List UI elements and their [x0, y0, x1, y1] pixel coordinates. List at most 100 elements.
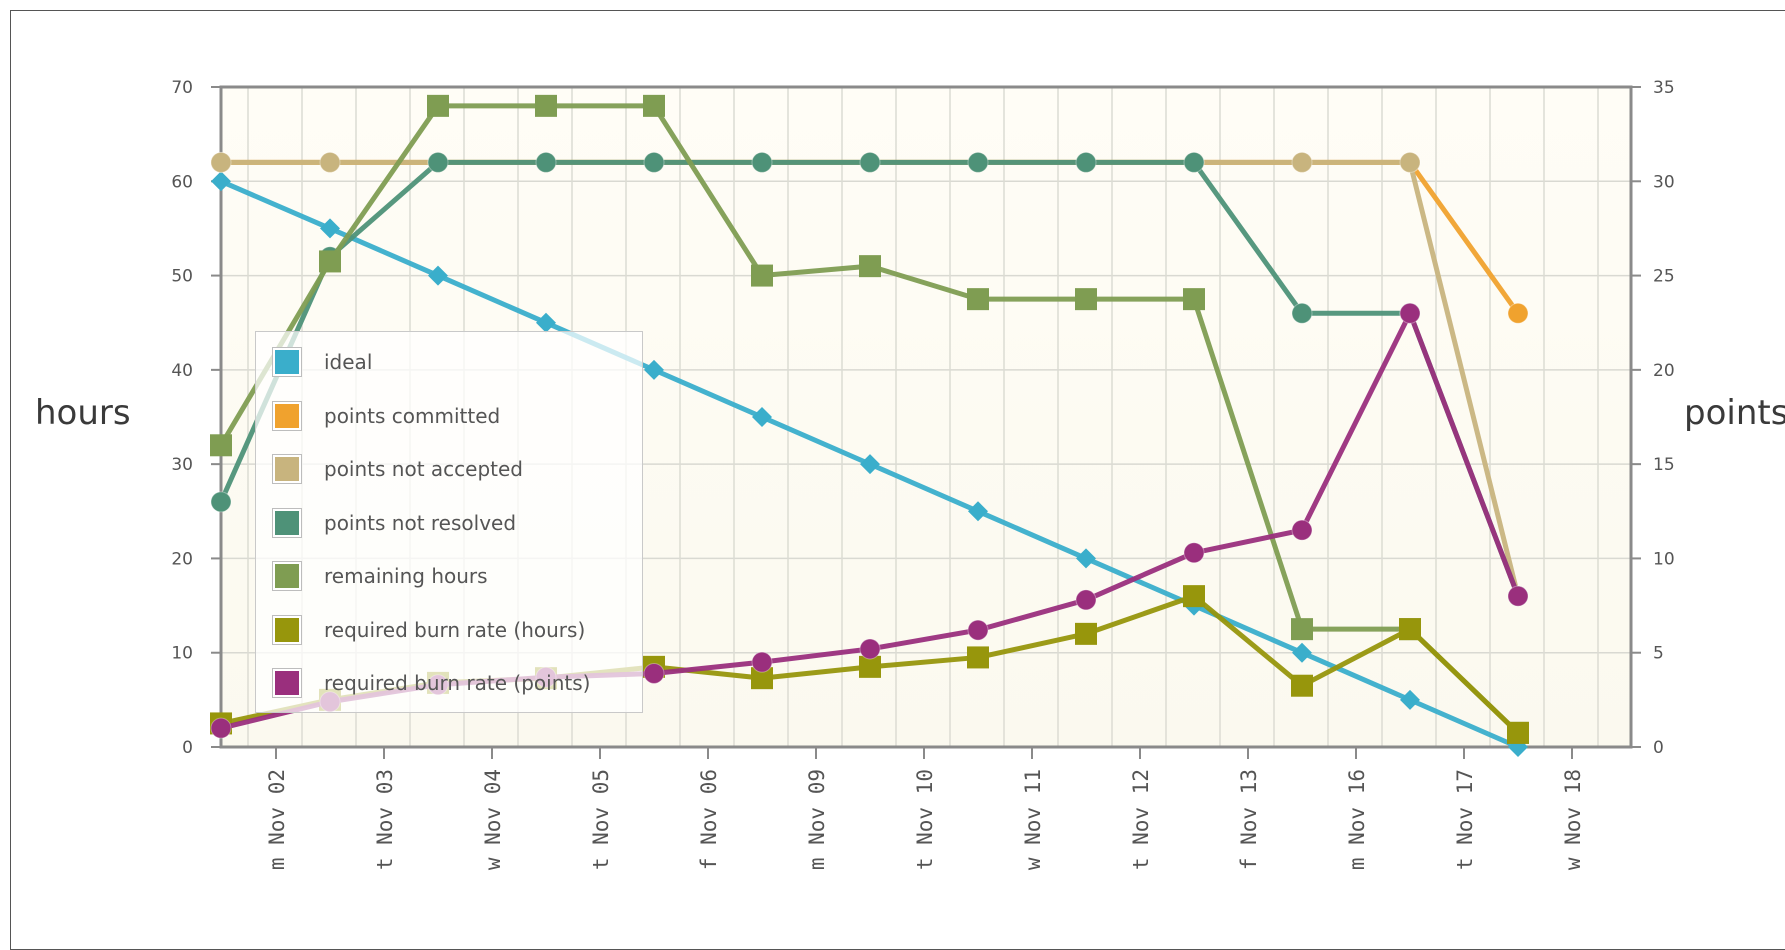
- legend-item: points committed: [272, 398, 500, 434]
- data-point: [967, 619, 989, 641]
- data-point: [1507, 585, 1529, 607]
- data-point: [210, 434, 232, 457]
- data-point: [1075, 622, 1097, 645]
- x-tick-label: f Nov 06: [697, 769, 721, 870]
- x-tick-label: t Nov 10: [913, 769, 937, 870]
- legend-swatch: [272, 668, 302, 698]
- data-point: [1507, 302, 1529, 324]
- data-point: [644, 359, 664, 380]
- legend-label: remaining hours: [324, 564, 488, 588]
- data-point: [751, 151, 773, 173]
- legend-label: required burn rate (hours): [324, 617, 586, 642]
- data-point: [751, 264, 773, 287]
- x-axis-ticks: m Nov 02 t Nov 03 w Nov 04 t Nov 05 f Nov 06…: [265, 769, 1585, 870]
- data-point: [211, 171, 231, 192]
- legend-item: required burn rate (hours): [272, 612, 585, 648]
- data-point: [1399, 151, 1421, 173]
- data-point: [751, 651, 773, 673]
- data-point: [535, 94, 557, 117]
- data-point: [1076, 548, 1096, 569]
- legend-label: required burn rate (points): [324, 671, 591, 695]
- legend-item: points not accepted: [272, 451, 523, 487]
- data-point: [643, 662, 665, 684]
- legend-swatch: [272, 561, 302, 591]
- data-point: [1507, 721, 1529, 744]
- y-right-tick-label: 10: [1653, 549, 1675, 569]
- y-right-tick-label: 30: [1653, 172, 1675, 192]
- data-point: [1291, 151, 1313, 173]
- data-point: [1291, 618, 1313, 641]
- y-left-tick-label: 10: [171, 644, 193, 664]
- data-point: [860, 454, 880, 475]
- data-point: [536, 312, 556, 333]
- legend-swatch: [272, 614, 302, 645]
- data-point: [210, 717, 232, 739]
- y-right-tick-label: 15: [1653, 455, 1675, 475]
- chart-frame: 0 10 20 30 40 50 60 70 0 5 10 15 20 25 30 35 m Nov 02 t…: [10, 10, 1785, 950]
- x-tick-label: f Nov 13: [1237, 769, 1261, 870]
- y-right-tick-label: 5: [1653, 644, 1664, 664]
- legend-swatch: [272, 400, 302, 431]
- legend-label: ideal: [324, 350, 373, 374]
- data-point: [1399, 618, 1421, 641]
- legend-item: remaining hours: [272, 558, 488, 594]
- legend-swatch: [272, 507, 302, 538]
- data-point: [1183, 542, 1205, 564]
- data-point: [1075, 288, 1097, 311]
- legend-label: points committed: [324, 403, 501, 428]
- x-tick-label: m Nov 02: [265, 769, 289, 870]
- data-point: [319, 151, 341, 173]
- data-point: [1183, 151, 1205, 173]
- data-point: [320, 218, 340, 239]
- y-right-tick-label: 25: [1653, 267, 1675, 287]
- plot-border: [219, 85, 1633, 749]
- series-remaining-hours: [210, 94, 1529, 744]
- data-point: [428, 265, 448, 286]
- series-layer: [210, 94, 1529, 757]
- y-left-tick-label: 30: [171, 455, 193, 475]
- data-point: [1291, 519, 1313, 541]
- y-left-tick-label: 50: [171, 267, 193, 287]
- data-point: [427, 94, 449, 117]
- x-tick-label: t Nov 03: [373, 769, 397, 870]
- x-tick-label: m Nov 16: [1345, 769, 1369, 870]
- x-tick-label: t Nov 05: [589, 769, 613, 870]
- data-point: [1075, 589, 1097, 611]
- data-point: [967, 646, 989, 669]
- x-tick-label: w Nov 04: [481, 769, 505, 870]
- data-point: [751, 667, 773, 690]
- data-point: [859, 638, 881, 660]
- data-point: [1400, 689, 1420, 710]
- data-point: [319, 250, 341, 273]
- x-tick-label: w Nov 11: [1021, 769, 1045, 870]
- y-left-tick-label: 20: [171, 549, 193, 569]
- data-point: [752, 407, 772, 427]
- y-left-tick-label: 70: [171, 78, 193, 98]
- data-point: [859, 151, 881, 173]
- data-point: [643, 94, 665, 117]
- data-point: [643, 151, 665, 173]
- legend-label: points not resolved: [324, 510, 517, 535]
- legend-item: points not resolved: [272, 505, 516, 541]
- legend-swatch: [272, 454, 302, 484]
- data-point: [967, 288, 989, 311]
- y-right-tick-label: 35: [1653, 78, 1675, 98]
- legend-item: required burn rate (points): [272, 665, 590, 701]
- data-point: [1183, 288, 1205, 311]
- data-point: [1291, 302, 1313, 324]
- x-tick-label: t Nov 17: [1453, 769, 1477, 870]
- y-right-tick-label: 0: [1653, 738, 1664, 758]
- data-point: [968, 501, 988, 522]
- data-point: [1075, 151, 1097, 173]
- y-left-tick-label: 60: [171, 172, 193, 192]
- data-point: [210, 491, 232, 513]
- x-tick-label: m Nov 09: [805, 769, 829, 870]
- y-axis-left-title: hours: [35, 393, 131, 433]
- y-left-tick-label: 0: [182, 738, 193, 758]
- data-point: [1292, 642, 1312, 663]
- data-point: [535, 151, 557, 173]
- legend-label: points not accepted: [324, 457, 523, 481]
- x-tick-label: t Nov 12: [1129, 769, 1153, 870]
- y-right-tick-label: 20: [1653, 361, 1675, 381]
- legend-item: ideal: [272, 344, 372, 380]
